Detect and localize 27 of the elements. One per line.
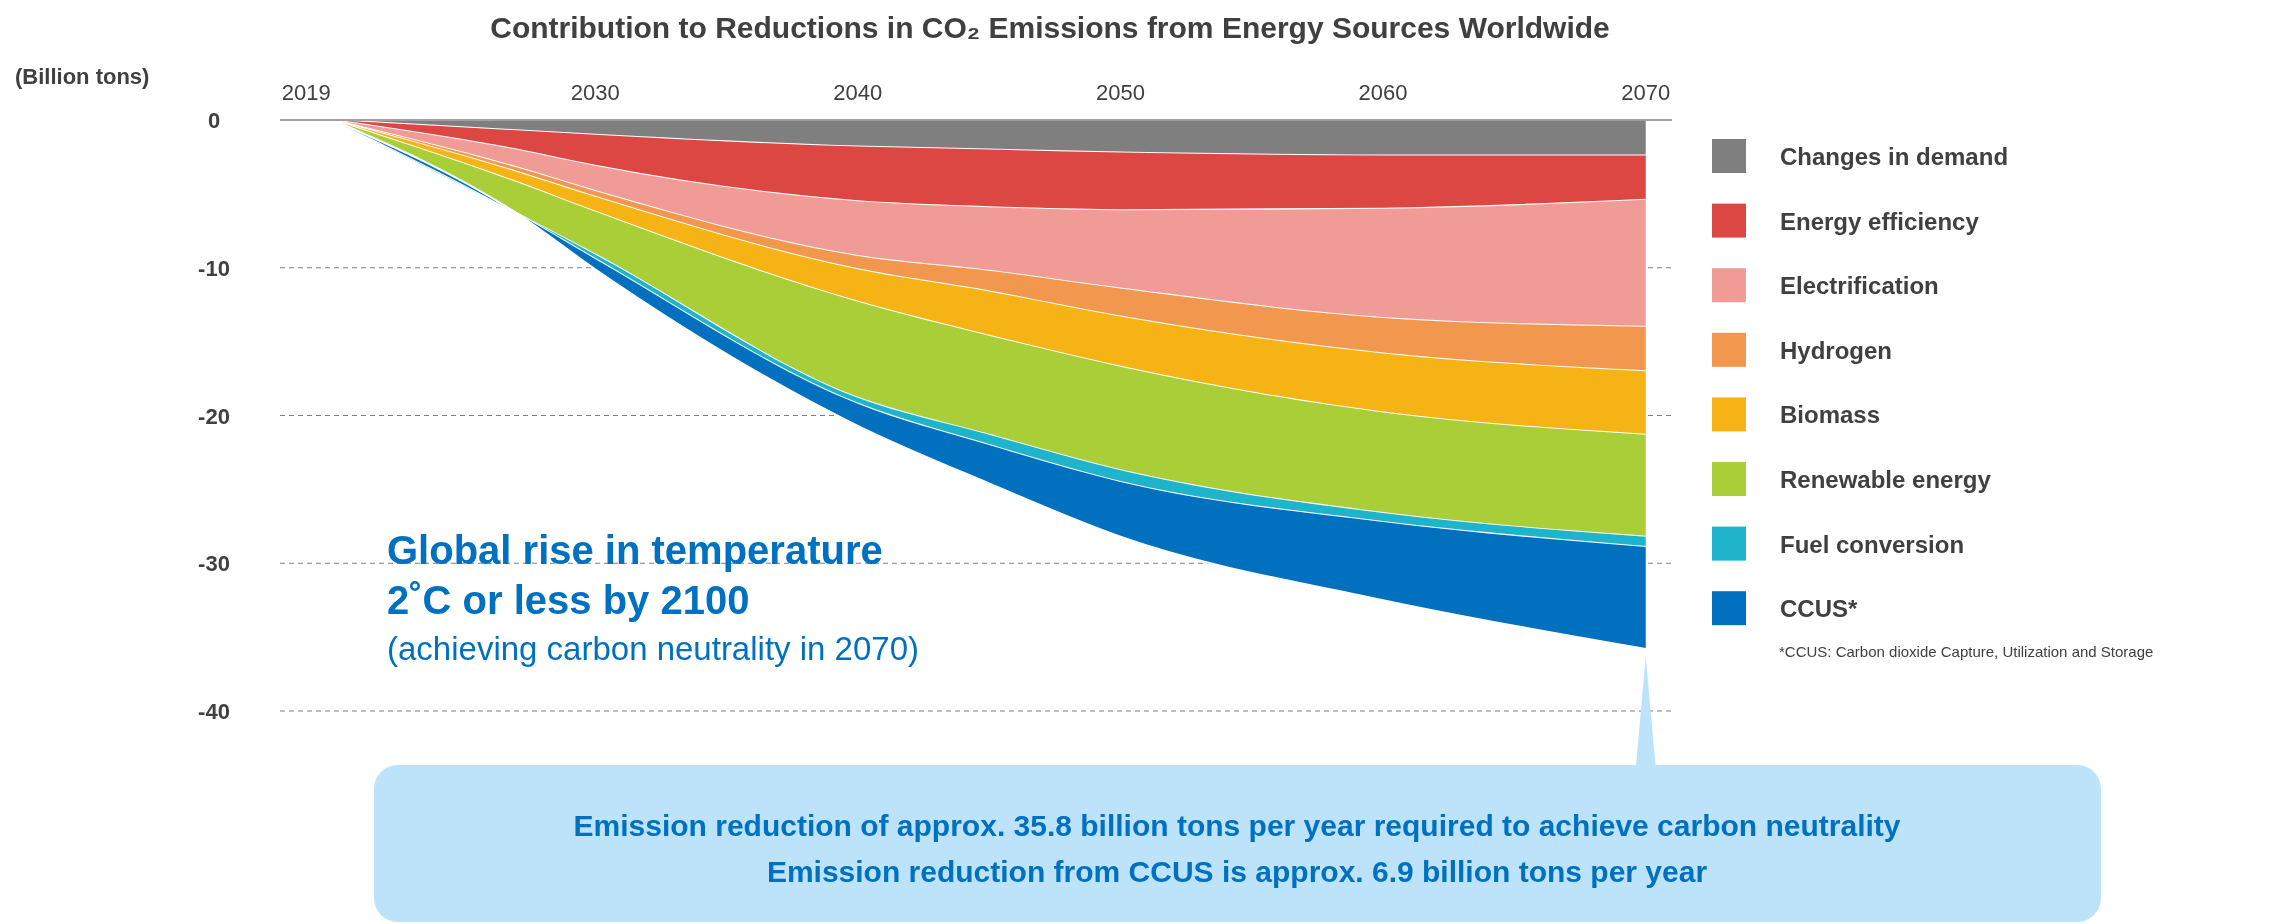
- annotation: (achieving carbon neutrality in 2070): [387, 630, 919, 667]
- x-tick-label: 2070: [1621, 80, 1671, 105]
- legend-label: Renewable energy: [1780, 466, 1992, 493]
- x-tick-label: 2050: [1095, 80, 1145, 105]
- text: Emission reduction from CCUS is approx. 6.9 billion tons per year: [766, 855, 1708, 888]
- y-axis-title: (Billion tons): [15, 64, 150, 89]
- legend-label: CCUS*: [1780, 595, 1858, 623]
- y-tick-label: -10: [198, 255, 230, 281]
- annotation: Global rise in temperature: [387, 528, 883, 572]
- y-tick-label: 0: [207, 108, 221, 133]
- y-tick-label: -30: [198, 551, 230, 577]
- y-tick-label: -20: [198, 403, 230, 429]
- x-tick-label: 2019: [281, 80, 331, 105]
- legend-label: Hydrogen: [1780, 336, 1893, 364]
- legend-label: Changes in demand: [1780, 143, 2009, 170]
- text: Emission reduction of approx. 35.8 billion tons per year required to achieve carbon neutrality: [573, 809, 1901, 842]
- x-tick-label: 2060: [1358, 80, 1408, 105]
- annotation: 2˚C or less by 2100: [387, 578, 750, 622]
- y-tick-label: -40: [198, 699, 230, 724]
- legend-label: Energy efficiency: [1780, 207, 1980, 235]
- legend-label: Biomass: [1780, 401, 1881, 429]
- x-tick-label: 2030: [570, 80, 620, 105]
- chart-title: Contribution to Reductions in CO₂ Emissions from Energy Sources Worldwide: [490, 11, 1610, 44]
- text: *CCUS: Carbon dioxide Capture, Utilization and Storage: [1779, 643, 2154, 660]
- legend-label: Electrification: [1780, 272, 1939, 300]
- x-tick-label: 2040: [833, 80, 883, 105]
- legend-label: Fuel conversion: [1780, 530, 1965, 558]
